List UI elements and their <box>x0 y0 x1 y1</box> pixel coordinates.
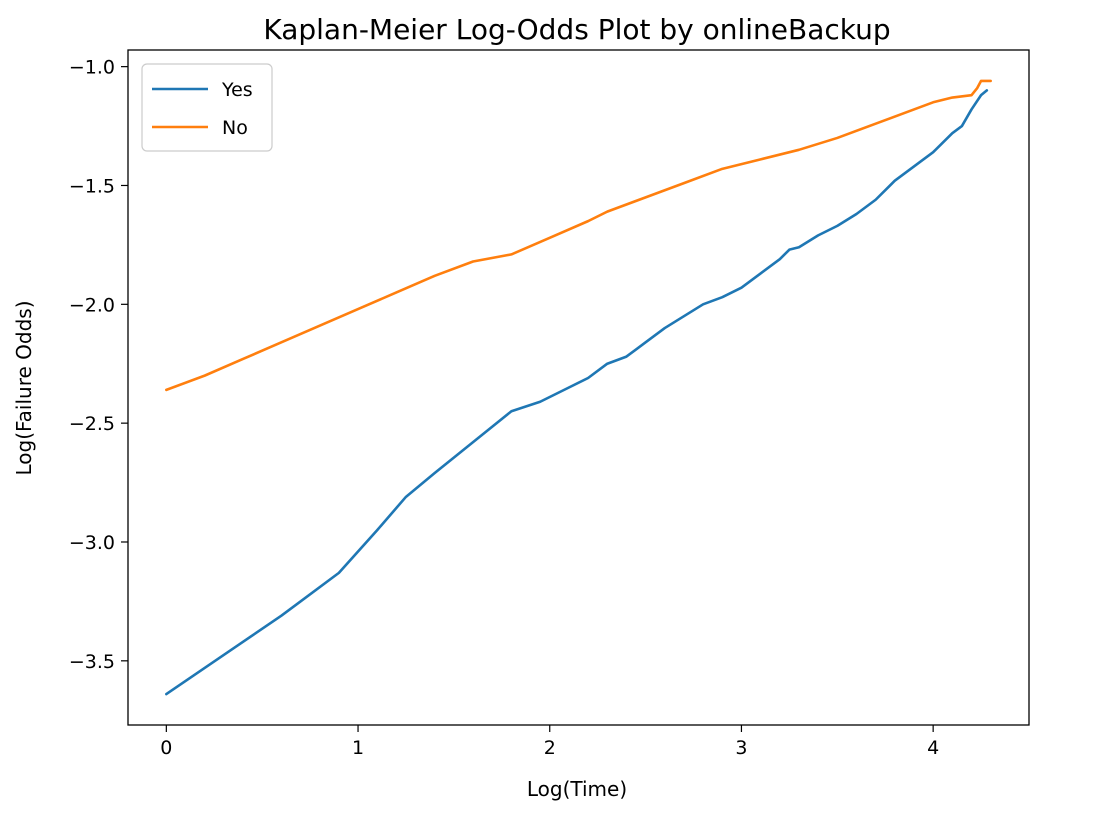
y-tick-label: −1.0 <box>69 57 115 79</box>
x-tick-label: 1 <box>352 737 364 759</box>
y-tick-label: −2.0 <box>69 294 115 316</box>
x-tick-label: 2 <box>544 737 556 759</box>
x-axis: 0 1 2 3 4 <box>160 725 939 759</box>
y-tick-label: −1.5 <box>69 175 115 197</box>
y-tick-label: −3.0 <box>69 532 115 554</box>
chart-title: Kaplan-Meier Log-Odds Plot by onlineBack… <box>263 13 890 46</box>
y-axis-label: Log(Failure Odds) <box>12 300 36 475</box>
series-layer <box>165 79 992 696</box>
x-tick-label: 3 <box>735 737 747 759</box>
y-tick-label: −2.5 <box>69 413 115 435</box>
x-axis-label: Log(Time) <box>527 777 627 801</box>
x-tick-label: 0 <box>160 737 172 759</box>
series-line-no <box>165 79 992 392</box>
x-tick-label: 4 <box>927 737 939 759</box>
series-line-yes <box>165 89 989 696</box>
plot-frame <box>127 49 1030 726</box>
legend-label-no: No <box>222 117 248 139</box>
y-axis: −1.0 −1.5 −2.0 −2.5 −3.0 −3.5 <box>69 57 128 673</box>
legend: Yes No <box>141 63 273 152</box>
y-tick-label: −3.5 <box>69 651 115 673</box>
legend-box <box>141 63 273 152</box>
legend-label-yes: Yes <box>221 79 253 101</box>
